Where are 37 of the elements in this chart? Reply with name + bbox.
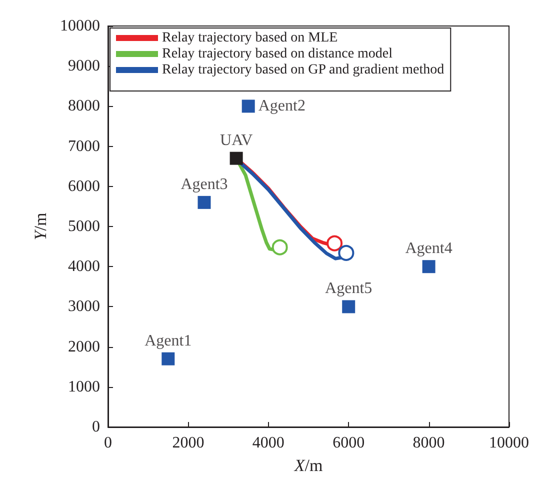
y-tick-label: 1000 — [68, 378, 100, 396]
x-tick-label: 2000 — [172, 434, 204, 452]
annotation: UAV — [220, 132, 254, 149]
y-tick-label: 7000 — [68, 138, 100, 155]
point — [342, 300, 356, 314]
y-tick-label: 10000 — [60, 18, 100, 34]
y-axis-title: Y/m — [31, 212, 50, 240]
legend-label: Relay trajectory based on distance model — [162, 46, 393, 62]
annotation: Agent4 — [405, 240, 452, 258]
point — [422, 260, 436, 274]
x-axis-title: X/m — [293, 456, 323, 475]
x-tick-label: 10000 — [489, 434, 529, 452]
y-tick-label: 8000 — [68, 98, 100, 115]
annotation: Agent3 — [180, 176, 228, 193]
point — [272, 239, 288, 256]
x-tick-label: 8000 — [412, 434, 445, 452]
y-tick-label: 9000 — [68, 58, 100, 75]
x-tick-label: 4000 — [252, 434, 284, 452]
y-tick-label: 3000 — [68, 298, 100, 316]
y-tick-label: 6000 — [68, 178, 100, 195]
y-tick-label: 5000 — [68, 218, 100, 235]
x-tick-label: 0 — [104, 434, 112, 452]
legend-label: Relay trajectory based on GP and gradient method — [162, 62, 444, 78]
legend-label: Relay trajectory based on MLE — [162, 30, 338, 46]
annotation: Agent2 — [258, 98, 306, 115]
annotation: Agent5 — [325, 280, 372, 298]
point — [230, 152, 243, 165]
y-tick-label: 2000 — [68, 338, 100, 356]
point — [326, 235, 343, 252]
point — [242, 100, 255, 113]
point — [162, 352, 175, 366]
point — [338, 244, 354, 261]
point — [198, 196, 211, 209]
y-tick-label: 4000 — [68, 258, 100, 276]
annotation: Agent1 — [144, 332, 192, 350]
x-tick-label: 6000 — [332, 434, 365, 452]
y-tick-label: 0 — [92, 418, 100, 436]
